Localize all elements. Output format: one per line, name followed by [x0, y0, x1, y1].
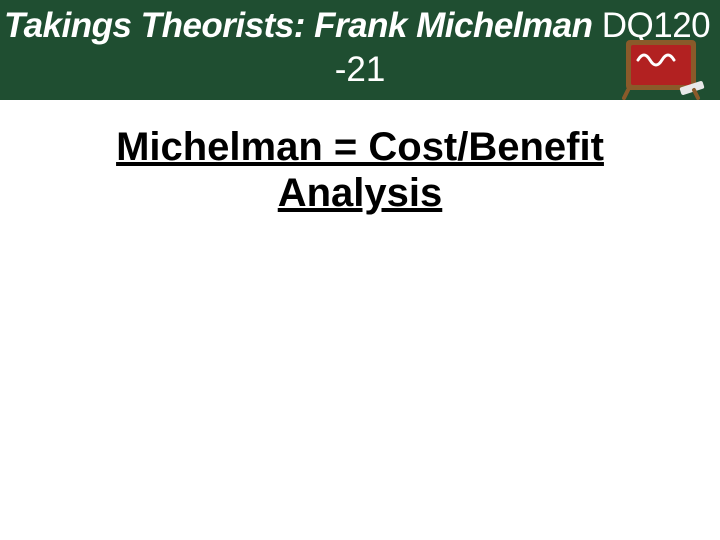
chalkboard-icon: [622, 36, 706, 100]
heading-line-2: Analysis: [278, 171, 443, 215]
slide-subtitle: -21: [0, 50, 720, 90]
title-italic-part: Takings Theorists: Frank Michelman: [4, 6, 602, 45]
body-heading: Michelman = Cost/Benefit Analysis: [0, 124, 720, 216]
slide-header: Takings Theorists: Frank Michelman DQ120…: [0, 0, 720, 100]
slide-title: Takings Theorists: Frank Michelman DQ120: [0, 6, 720, 46]
heading-line-1: Michelman = Cost/Benefit: [116, 125, 604, 169]
